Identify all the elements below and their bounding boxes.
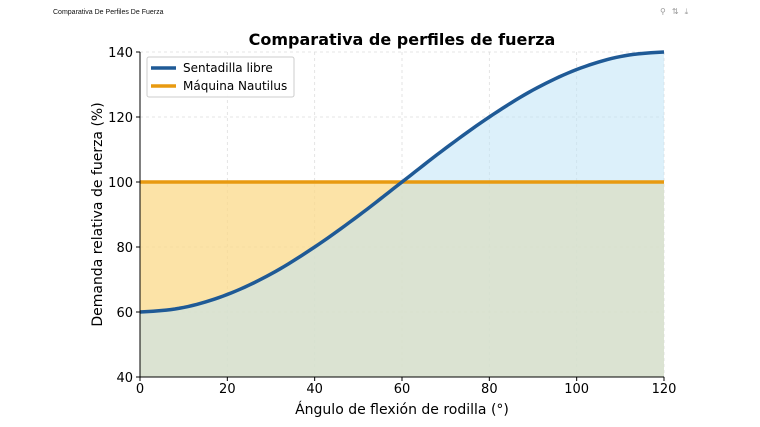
- y-axis-label: Demanda relativa de fuerza (%): [90, 102, 106, 326]
- legend-label: Sentadilla libre: [183, 61, 273, 75]
- x-tick-label: 60: [394, 382, 411, 397]
- legend: [146, 56, 295, 98]
- y-tick-label: 40: [116, 371, 133, 386]
- pin-icon[interactable]: ⚲: [660, 7, 672, 16]
- y-tick-label: 80: [116, 241, 133, 256]
- chart-title: Comparativa de perfiles de fuerza: [249, 30, 556, 49]
- refresh-icon[interactable]: ⇅: [671, 7, 685, 16]
- x-tick-label: 120: [652, 382, 677, 397]
- y-tick-label: 120: [108, 111, 133, 126]
- x-tick-label: 100: [564, 382, 589, 397]
- x-tick-label: 80: [481, 382, 498, 397]
- x-tick-label: 40: [306, 382, 323, 397]
- x-tick-label: 20: [219, 382, 236, 397]
- x-tick-label: 0: [136, 382, 144, 397]
- y-tick-label: 60: [116, 306, 133, 321]
- toolbar-icons: ⚲⇅⤓: [660, 7, 694, 17]
- area-sentadilla: [140, 52, 664, 377]
- y-tick-label: 140: [108, 46, 133, 61]
- download-icon[interactable]: ⤓: [684, 7, 695, 16]
- page-header-title: Comparativa De Perfiles De Fuerza: [53, 9, 164, 16]
- y-tick-label: 100: [108, 176, 133, 191]
- line-sentadilla: [139, 50, 665, 314]
- x-axis-label: Ángulo de flexión de rodilla (°): [295, 401, 509, 418]
- legend-label: Máquina Nautilus: [183, 79, 287, 93]
